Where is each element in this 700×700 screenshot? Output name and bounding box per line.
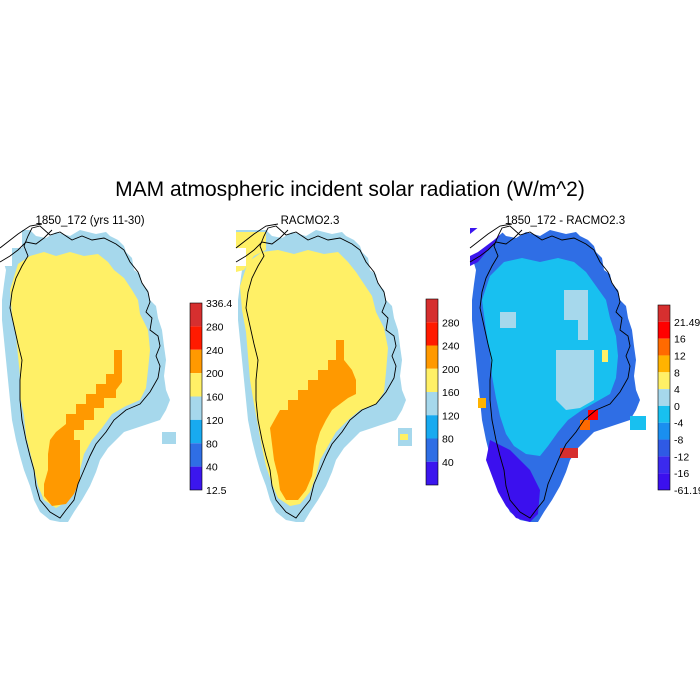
- colorbar-swatch: [426, 299, 438, 323]
- colorbar-swatch: [658, 305, 670, 322]
- colorbar-label: 280: [206, 321, 224, 333]
- colorbar-swatch: [658, 405, 670, 423]
- colorbar-label: 80: [442, 434, 454, 446]
- colorbar-label: 240: [442, 341, 460, 353]
- colorbar-swatch: [190, 373, 202, 397]
- colorbar-label: 12: [674, 350, 686, 362]
- colorbar-swatch: [658, 372, 670, 390]
- colorbar-swatch: [426, 368, 438, 392]
- colorbar-label: 336.4: [206, 298, 232, 310]
- colorbar-frame: [189, 302, 203, 491]
- colorbar-label: 200: [442, 364, 460, 376]
- colorbar-label: 160: [442, 387, 460, 399]
- colorbar-label: -16: [674, 468, 689, 480]
- colorbar-swatch: [426, 345, 438, 369]
- colorbar-label: 21.49: [674, 317, 700, 329]
- colorbar-swatch: [190, 396, 202, 420]
- colorbar-label: 4: [674, 384, 680, 396]
- colorbar-label: 40: [442, 457, 454, 469]
- colorbar-label: 280: [442, 317, 460, 329]
- colorbar-swatch: [658, 321, 670, 339]
- panel-racmo: [235, 223, 412, 522]
- colorbar-swatch: [658, 439, 670, 457]
- colorbar-label: 200: [206, 368, 224, 380]
- colorbar-swatch: [190, 443, 202, 467]
- colorbar-label: 16: [674, 334, 686, 346]
- colorbar-swatch: [658, 389, 670, 406]
- colorbar-swatch: [190, 303, 202, 327]
- colorbar-swatch: [190, 419, 202, 444]
- colorbar-swatch: [426, 322, 438, 346]
- colorbar-swatch: [426, 461, 438, 485]
- colorbar-label: -61.19: [674, 485, 700, 497]
- colorbar-swatch: [658, 422, 670, 440]
- colorbar-swatch: [658, 338, 670, 356]
- colorbar-label: 160: [206, 392, 224, 404]
- colorbar-label: 240: [206, 345, 224, 357]
- colorbar-label: 120: [206, 415, 224, 427]
- colorbar-frame: [425, 298, 439, 486]
- colorbar-label: 8: [674, 367, 680, 379]
- figure-title: MAM atmospheric incident solar radiation…: [115, 178, 585, 201]
- colorbar-label: -12: [674, 451, 689, 463]
- panel-difference: [469, 223, 646, 522]
- colorbar-label: 12.5: [206, 485, 227, 497]
- colorbar-swatch: [190, 349, 202, 374]
- colorbar-swatch: [426, 438, 438, 462]
- colorbar-swatch: [426, 392, 438, 416]
- colorbar-swatch: [426, 415, 438, 439]
- colorbar-swatch: [658, 355, 670, 373]
- colorbar-label: -4: [674, 418, 683, 430]
- colorbar-label: 40: [206, 462, 218, 474]
- colorbar-label: 80: [206, 438, 218, 450]
- colorbar-label: 0: [674, 401, 680, 413]
- colorbar-label: -8: [674, 435, 683, 447]
- colorbar-swatch: [658, 473, 670, 490]
- colorbar-label: 120: [442, 410, 460, 422]
- colorbar-swatch: [190, 326, 202, 350]
- panel-title: 1850_172 (yrs 11-30): [35, 215, 144, 227]
- colorbar-swatch: [190, 466, 202, 490]
- panel-title: RACMO2.3: [281, 215, 340, 227]
- colorbar-swatch: [658, 456, 670, 474]
- panel-model: [0, 223, 176, 522]
- colorbar-frame: [657, 304, 671, 491]
- panel-title: 1850_172 - RACMO2.3: [505, 215, 625, 227]
